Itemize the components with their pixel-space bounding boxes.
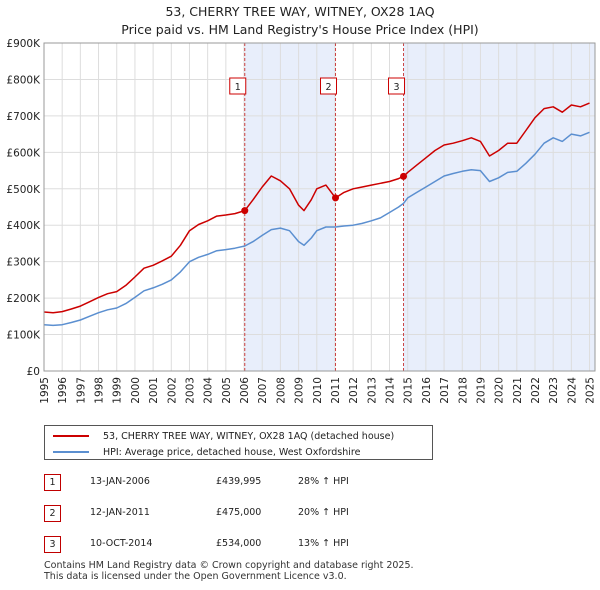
x-tick-label: 2019 <box>475 377 487 404</box>
x-tick-label: 2007 <box>257 377 269 404</box>
sale-hpi-change: 13% ↑ HPI <box>298 538 349 549</box>
shaded-ownership-period <box>244 43 336 371</box>
sale-date: 13-JAN-2006 <box>90 476 150 487</box>
legend-swatch-hpi <box>53 451 89 453</box>
sale-price: £439,995 <box>216 476 262 487</box>
x-tick-label: 2021 <box>512 377 524 404</box>
y-tick-label: £400K <box>6 220 41 232</box>
sale-price: £475,000 <box>216 507 262 518</box>
y-tick-label: £700K <box>6 111 41 123</box>
sale-marker-badge: 1 <box>44 474 61 491</box>
x-tick-label: 2025 <box>585 377 597 404</box>
footer-copyright: Contains HM Land Registry data © Crown c… <box>44 560 414 571</box>
x-tick-label: 2008 <box>275 377 287 404</box>
price-chart: 1 2 3 £0 £100K £200K £300K £400K £500K £600K £700K… <box>6 38 597 404</box>
x-tick-label: 2022 <box>530 377 542 404</box>
x-tick-label: 2009 <box>294 377 306 404</box>
x-tick-label: 1995 <box>39 377 51 404</box>
sale-price: £534,000 <box>216 538 262 549</box>
y-tick-label: £100K <box>6 330 41 342</box>
sale-point <box>332 194 340 202</box>
chart-title-text: 53, CHERRY TREE WAY, WITNEY, OX28 1AQ <box>165 4 435 19</box>
x-tick-label: 2013 <box>366 377 378 404</box>
y-tick-label: £200K <box>6 293 41 305</box>
y-tick-label: £0 <box>27 366 40 378</box>
sale-marker-box <box>229 77 247 95</box>
x-tick-label: 2005 <box>221 377 233 404</box>
sale-date: 10-OCT-2014 <box>90 538 153 549</box>
sale-marker-badge: 2 <box>44 505 61 522</box>
y-tick-label: £600K <box>6 147 41 159</box>
x-tick-label: 2020 <box>494 377 506 404</box>
y-tick-label: £500K <box>6 184 41 196</box>
legend-item-property: 53, CHERRY TREE WAY, WITNEY, OX28 1AQ (d… <box>53 428 394 444</box>
x-tick-label: 2000 <box>130 377 142 404</box>
sale-marker-label: 2 <box>325 82 331 93</box>
sale-marker-label: 3 <box>393 82 399 93</box>
legend-item-hpi: HPI: Average price, detached house, West… <box>53 444 360 460</box>
x-tick-label: 2003 <box>184 377 196 404</box>
x-tick-label: 1999 <box>112 377 124 404</box>
x-tick-label: 2016 <box>421 377 433 404</box>
legend-label-hpi: HPI: Average price, detached house, West… <box>103 446 361 458</box>
shaded-ownership-period <box>403 43 595 371</box>
x-tick-label: 2006 <box>239 377 251 404</box>
y-tick-label: £300K <box>6 257 41 269</box>
x-tick-label: 2015 <box>403 377 415 404</box>
y-tick-label: £800K <box>6 74 41 86</box>
x-tick-label: 1996 <box>57 377 69 404</box>
x-tick-label: 2012 <box>348 377 360 404</box>
footer-attribution: Contains HM Land Registry data © Crown c… <box>44 560 414 582</box>
x-tick-label: 2011 <box>330 377 342 404</box>
sale-marker-box <box>320 77 338 95</box>
sale-date: 12-JAN-2011 <box>90 507 150 518</box>
x-tick-label: 2023 <box>548 377 560 404</box>
x-tick-label: 2004 <box>203 377 215 404</box>
footer-licence: This data is licensed under the Open Gov… <box>44 571 347 582</box>
sale-point <box>241 207 249 215</box>
sale-marker-box <box>388 77 406 95</box>
legend-label-property: 53, CHERRY TREE WAY, WITNEY, OX28 1AQ (d… <box>103 430 395 442</box>
x-tick-label: 2014 <box>385 377 397 404</box>
x-tick-label: 2002 <box>166 377 178 404</box>
y-tick-label: £900K <box>6 38 41 50</box>
sale-point <box>400 172 408 180</box>
property-price-line <box>43 102 590 314</box>
legend-swatch-property <box>53 435 89 437</box>
sale-marker-label: 1 <box>235 82 241 93</box>
chart-title: 53, CHERRY TREE WAY, WITNEY, OX28 1AQ Pr… <box>0 3 600 39</box>
chart-subtitle-text: Price paid vs. HM Land Registry's House … <box>121 22 479 37</box>
x-tick-label: 2010 <box>312 377 324 404</box>
x-tick-label: 2018 <box>457 377 469 404</box>
sale-marker-badge: 3 <box>44 536 61 553</box>
x-tick-label: 1998 <box>94 377 106 404</box>
plot-frame <box>43 42 596 372</box>
x-tick-label: 1997 <box>75 377 87 404</box>
x-tick-label: 2024 <box>566 377 578 404</box>
sale-hpi-change: 20% ↑ HPI <box>298 507 349 518</box>
chart-legend: 53, CHERRY TREE WAY, WITNEY, OX28 1AQ (d… <box>44 425 433 460</box>
x-tick-label: 2017 <box>439 377 451 404</box>
hpi-line <box>43 131 590 327</box>
sale-hpi-change: 28% ↑ HPI <box>298 476 349 487</box>
x-tick-label: 2001 <box>148 377 160 404</box>
